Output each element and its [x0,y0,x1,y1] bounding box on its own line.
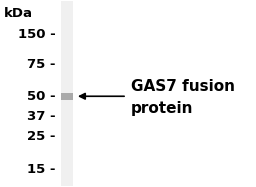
Text: 50 -: 50 - [27,90,56,103]
Text: 25 -: 25 - [27,130,56,143]
Text: protein: protein [131,101,193,116]
Text: kDa: kDa [4,7,33,20]
Text: 75 -: 75 - [27,59,56,71]
Bar [61,1,73,186]
Text: 15 -: 15 - [27,163,56,176]
Text: GAS7 fusion: GAS7 fusion [131,79,234,94]
Text: 37 -: 37 - [27,110,56,123]
Bar [61,93,73,100]
Text: 150 -: 150 - [18,28,56,41]
